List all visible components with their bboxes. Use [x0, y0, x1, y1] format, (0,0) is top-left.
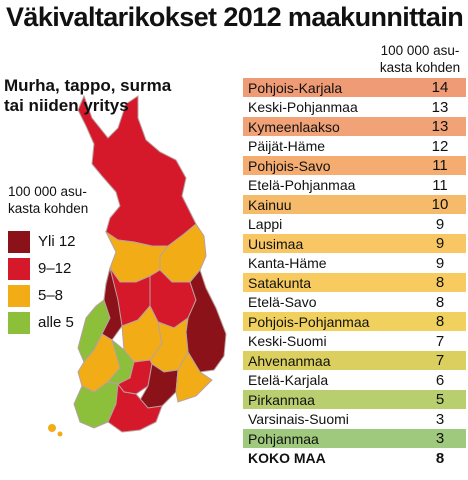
legend-label: alle 5	[38, 314, 74, 331]
region-value: 9	[435, 235, 445, 252]
legend-item: Yli 12	[8, 228, 76, 255]
region-name: Keski-Suomi	[248, 333, 327, 349]
legend-swatch	[8, 257, 30, 280]
region-name: Pohjois-Karjala	[248, 79, 343, 96]
table-row: Pohjois-Karjala 14	[243, 78, 466, 97]
region-value: 8	[435, 293, 445, 311]
region-name: Kanta-Häme	[248, 255, 327, 271]
legend-swatch	[8, 230, 30, 253]
ranking-table: Pohjois-Karjala 14 Keski-Pohjanmaa 13 Kymeen…	[243, 78, 466, 468]
table-row: Varsinais-Suomi 3	[243, 409, 466, 429]
region-name: Ahvenanmaa	[248, 352, 331, 369]
table-row: Etelä-Pohjanmaa 11	[243, 175, 466, 195]
region-lappi	[77, 94, 197, 247]
legend-item: 9–12	[8, 255, 76, 282]
table-row: Uusimaa 9	[243, 234, 466, 253]
region-etela-karjala	[175, 351, 213, 403]
legend-item: 5–8	[8, 282, 76, 309]
total-label: KOKO MAA	[248, 450, 326, 466]
table-row: Pohjanmaa 3	[243, 429, 466, 448]
table-row: Lappi 9	[243, 214, 466, 234]
region-value: 12	[431, 137, 449, 155]
region-value: 11	[432, 157, 448, 174]
region-name: Etelä-Savo	[248, 294, 317, 310]
table-row: Kanta-Häme 9	[243, 253, 466, 273]
legend: Yli 12 9–12 5–8 alle 5	[8, 228, 76, 336]
table-total-row: KOKO MAA 8	[243, 449, 466, 468]
region-value: 9	[435, 254, 445, 272]
table-unit: 100 000 asu- kasta kohden	[379, 43, 461, 75]
region-pohjois-karjala	[185, 268, 227, 373]
table-row: Satakunta 8	[243, 273, 466, 292]
region-value: 10	[431, 196, 449, 213]
map-subtitle: Murha, tappo, surma tai niiden yritys	[4, 76, 172, 115]
region-value: 14	[431, 79, 449, 96]
finland-map	[48, 94, 227, 437]
region-name: Pohjois-Savo	[248, 157, 331, 174]
region-name: Etelä-Karjala	[248, 372, 329, 388]
region-value: 5	[435, 391, 445, 408]
region-value: 7	[435, 352, 445, 369]
table-row: Kymeenlaakso 13	[243, 117, 466, 136]
region-uusimaa	[107, 382, 163, 433]
table-row: Keski-Suomi 7	[243, 331, 466, 351]
region-name: Varsinais-Suomi	[248, 411, 349, 427]
region-value: 3	[435, 430, 445, 447]
table-row: Keski-Pohjanmaa 13	[243, 97, 466, 117]
table-row: Kainuu 10	[243, 195, 466, 214]
legend-unit: 100 000 asu- kasta kohden	[8, 184, 89, 216]
region-value: 3	[435, 410, 445, 428]
region-value: 13	[431, 118, 449, 135]
legend-label: 5–8	[38, 287, 64, 304]
region-ahvenanmaa-isle	[57, 431, 63, 437]
legend-swatch	[8, 311, 30, 334]
region-name: Lappi	[248, 216, 283, 232]
region-value: 6	[435, 371, 445, 389]
table-row: Pirkanmaa 5	[243, 390, 466, 409]
region-name: Pirkanmaa	[248, 391, 315, 408]
region-name: Kainuu	[248, 196, 292, 213]
table-row: Etelä-Karjala 6	[243, 370, 466, 390]
table-row: Pohjois-Savo 11	[243, 156, 466, 175]
table-row: Päijät-Häme 12	[243, 136, 466, 156]
region-name: Uusimaa	[248, 235, 304, 252]
region-name: Pohjois-Pohjanmaa	[248, 313, 370, 330]
legend-label: 9–12	[38, 260, 72, 277]
region-value: 13	[431, 98, 449, 116]
total-value: 8	[435, 449, 445, 467]
legend-label: Yli 12	[38, 233, 76, 250]
region-value: 9	[435, 215, 445, 233]
region-value: 8	[435, 274, 445, 291]
region-name: Pohjanmaa	[248, 430, 319, 447]
region-name: Päijät-Häme	[248, 138, 326, 154]
table-row: Ahvenanmaa 7	[243, 351, 466, 370]
legend-swatch	[8, 284, 30, 307]
region-value: 8	[435, 313, 445, 330]
legend-item: alle 5	[8, 309, 76, 336]
region-name: Satakunta	[248, 274, 312, 291]
region-name: Keski-Pohjanmaa	[248, 99, 358, 115]
region-value: 11	[432, 176, 448, 194]
region-value: 7	[435, 332, 445, 350]
region-name: Kymeenlaakso	[248, 118, 340, 135]
table-row: Etelä-Savo 8	[243, 292, 466, 312]
region-ahvenanmaa	[48, 424, 56, 432]
table-row: Pohjois-Pohjanmaa 8	[243, 312, 466, 331]
page-title: Väkivaltarikokset 2012 maakunnittain	[6, 2, 464, 32]
region-name: Etelä-Pohjanmaa	[248, 177, 356, 193]
